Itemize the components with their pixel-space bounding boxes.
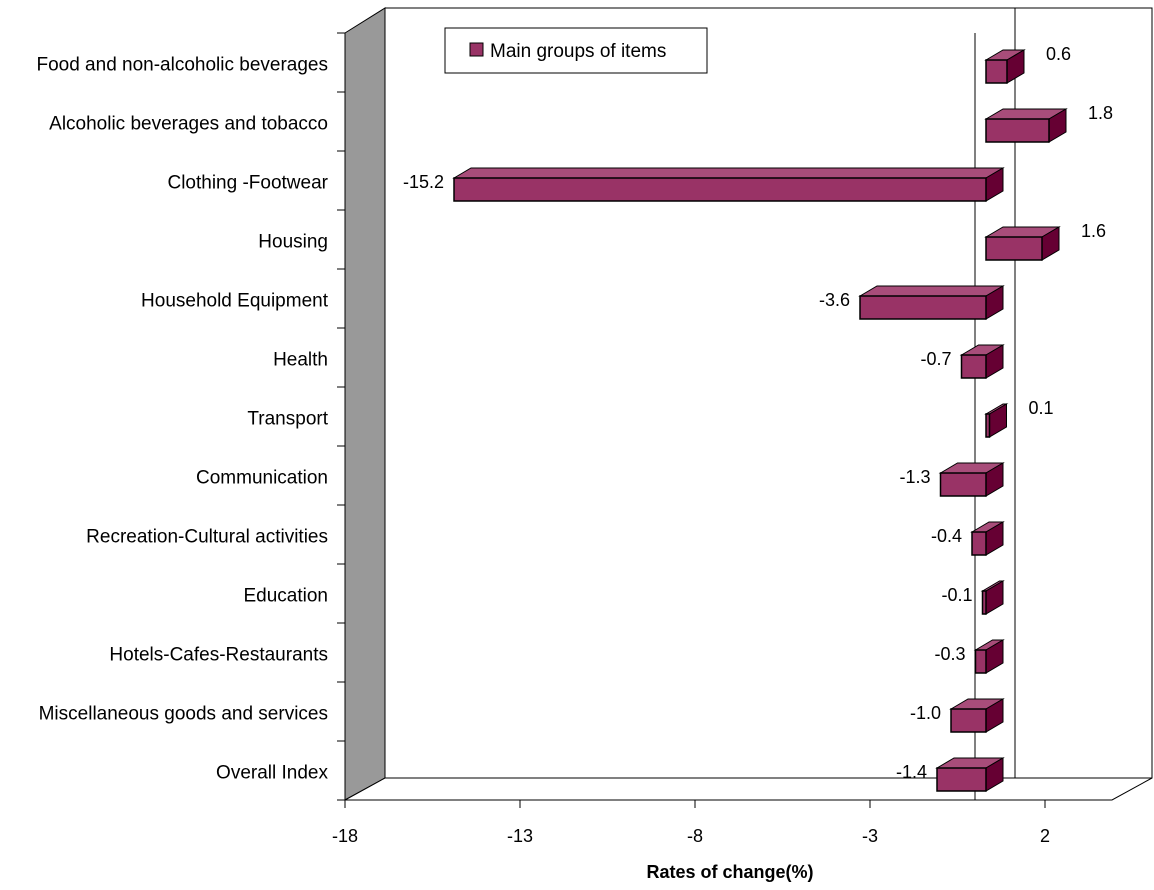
- category-label: Transport: [247, 409, 328, 430]
- bars: [452, 49, 1068, 792]
- data-label: 0.6: [1046, 44, 1071, 64]
- data-label: -3.6: [819, 290, 850, 310]
- x-axis-title: Rates of change(%): [646, 862, 813, 882]
- data-label: -1.3: [899, 467, 930, 487]
- category-label: Education: [243, 586, 328, 607]
- category-label: Household Equipment: [141, 291, 329, 312]
- bar-front-face: [971, 531, 987, 556]
- bar: [980, 580, 1005, 615]
- value-tick-label: -3: [862, 826, 878, 846]
- category-ticks: [337, 32, 345, 801]
- category-label: Health: [273, 350, 328, 371]
- category-label: Communication: [196, 468, 328, 489]
- bar-front-face: [985, 118, 1050, 143]
- data-label: -15.2: [403, 172, 444, 192]
- bar-front-face: [974, 649, 987, 674]
- bar-front-face: [939, 472, 987, 497]
- legend-box: [444, 27, 708, 74]
- chart-side-wall: [344, 7, 386, 801]
- bar-top-face: [452, 167, 1005, 179]
- bar-front-face: [985, 236, 1043, 261]
- bar-front-face: [859, 295, 987, 320]
- category-label: Hotels-Cafes-Restaurants: [109, 645, 328, 666]
- data-label: 1.8: [1088, 103, 1113, 123]
- value-tick-label: -13: [507, 826, 533, 846]
- category-label: Miscellaneous goods and services: [39, 704, 328, 725]
- bar: [973, 639, 1005, 674]
- value-axis-ticks: -18 -13 -8 -3 2: [332, 800, 1050, 846]
- bar: [858, 285, 1005, 320]
- value-tick-label: -18: [332, 826, 358, 846]
- bar: [984, 403, 1009, 438]
- data-label: -1.4: [896, 762, 927, 782]
- legend-label: Main groups of items: [490, 41, 666, 62]
- bar-front-face: [960, 354, 987, 379]
- bar: [959, 344, 1005, 379]
- bar: [970, 521, 1005, 556]
- bar: [938, 462, 1005, 497]
- category-label: Alcoholic beverages and tobacco: [49, 114, 328, 135]
- bar: [984, 226, 1061, 261]
- data-label: -1.0: [910, 703, 941, 723]
- bar-front-face: [950, 708, 987, 733]
- category-label: Food and non-alcoholic beverages: [36, 55, 328, 76]
- bar-front-face: [985, 59, 1008, 84]
- bar: [949, 698, 1005, 733]
- legend-swatch: [469, 42, 484, 57]
- category-label: Housing: [258, 232, 328, 253]
- data-label: -0.3: [934, 644, 965, 664]
- value-tick-label: 2: [1040, 826, 1050, 846]
- data-label: -0.1: [941, 585, 972, 605]
- data-label: -0.4: [931, 526, 962, 546]
- category-label: Overall Index: [216, 763, 328, 784]
- data-label: 1.6: [1081, 221, 1106, 241]
- bar-front-face: [936, 767, 987, 792]
- bar: [935, 757, 1005, 792]
- data-label: -0.7: [920, 349, 951, 369]
- chart-floor: [344, 777, 1153, 801]
- data-labels: 0.6 1.8 -15.2 1.6 -3.6 -0.7 0.1 -1.3 -0.4 -0.1 -0.…: [403, 44, 1113, 782]
- bar-front-face: [981, 590, 987, 615]
- bar: [984, 108, 1068, 143]
- legend: Main groups of items: [444, 27, 708, 74]
- category-labels: Food and non-alcoholic beverages Alcoholi…: [36, 55, 328, 784]
- bar: [452, 167, 1005, 202]
- bar-front-face: [453, 177, 987, 202]
- bar: [984, 49, 1026, 84]
- bar-top-face: [858, 285, 1005, 297]
- data-label: 0.1: [1029, 398, 1054, 418]
- category-label: Clothing -Footwear: [167, 173, 328, 194]
- category-label: Recreation-Cultural activities: [86, 527, 328, 548]
- bar-front-face: [985, 413, 991, 438]
- value-tick-label: -8: [687, 826, 703, 846]
